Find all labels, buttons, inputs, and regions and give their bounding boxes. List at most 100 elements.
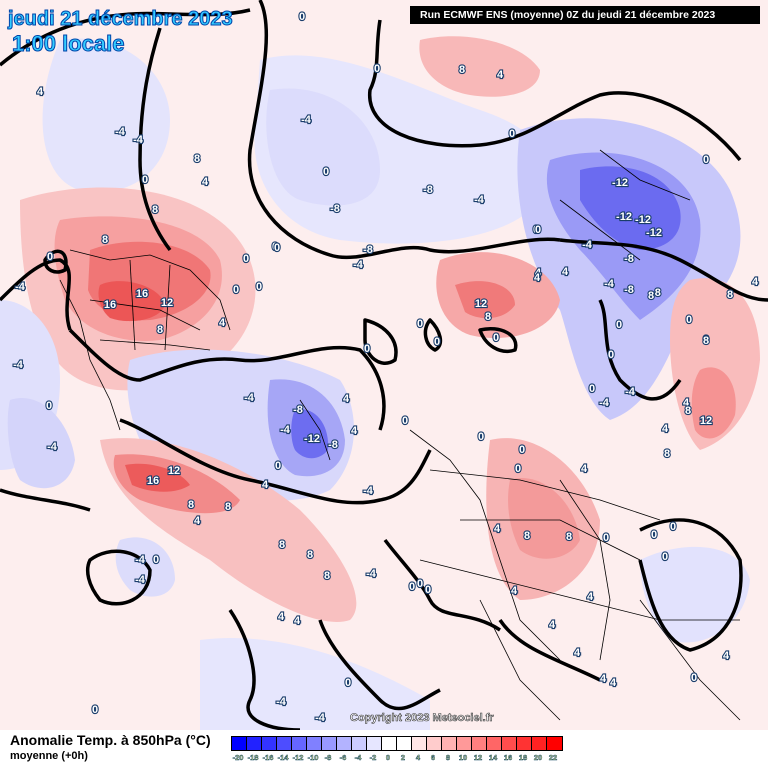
color-scale-cell (457, 737, 472, 750)
contour-label: 4 (752, 276, 759, 288)
color-scale-tick-label: -4 (354, 753, 362, 763)
color-scale-cell (262, 737, 277, 750)
color-scale-tick-label: -6 (339, 753, 347, 763)
valid-time: 1:00 locale (12, 31, 126, 56)
contour-label: 8 (685, 405, 691, 417)
contour-label: 8 (194, 153, 200, 165)
contour-label: 0 (92, 704, 98, 716)
contour-label: 4 (683, 397, 690, 409)
contour-label: 8 (524, 530, 530, 542)
contour-label: 0 (374, 63, 380, 75)
contour-label: 4 (351, 425, 358, 437)
contour-label: -4 (15, 281, 26, 293)
contour-label: 0 (533, 224, 539, 236)
color-scale-ticks: -20 -18 -16 -14 -12 -10 -8 -6 -4 -2 0 2 4 6 8 10 12 14 16 1… (231, 753, 571, 765)
contour-label: -4 (363, 485, 374, 497)
contour-label: 4 (600, 673, 607, 685)
contour-label: 4 (562, 266, 569, 278)
color-scale-tick-label: 6 (430, 753, 436, 763)
contour-label: 0 (662, 551, 668, 563)
contour-label: 0 (651, 529, 657, 541)
contour-label: -12 (304, 433, 320, 445)
contour-label: 4 (202, 176, 209, 188)
contour-label: 8 (307, 549, 313, 561)
contour-label: -4 (280, 424, 291, 436)
contour-label: 8 (279, 539, 285, 551)
contour-label: 8 (664, 448, 670, 460)
color-scale-tick-label: -20 (232, 753, 244, 763)
contour-label: -4 (13, 359, 24, 371)
contour-label: 16 (104, 299, 116, 311)
contour-label: 0 (519, 444, 525, 456)
contour-label: -4 (625, 386, 636, 398)
color-scale-cell (427, 737, 442, 750)
valid-date: jeudi 21 décembre 2023 (8, 8, 234, 31)
contour-label: 0 (691, 672, 697, 684)
contour-label: -8 (328, 439, 338, 451)
contour-label: -12 (646, 227, 662, 239)
contour-label: 4 (662, 423, 669, 435)
contour-label: 4 (535, 267, 542, 279)
color-scale-cell (247, 737, 262, 750)
color-scale-tick-label: 2 (400, 753, 406, 763)
contour-label: 0 (703, 334, 709, 346)
contour-label: 0 (589, 383, 595, 395)
contour-label: 0 (434, 336, 440, 348)
contour-label: 8 (157, 324, 163, 336)
contour-label: 0 (272, 241, 278, 253)
contour-label: 8 (324, 570, 330, 582)
contour-label: 0 (478, 431, 484, 443)
contour-label: -4 (276, 696, 287, 708)
contour-label: 4 (723, 650, 730, 662)
contour-label: 12 (700, 415, 712, 427)
legend-title: Anomalie Temp. à 850hPa (°C) (10, 732, 211, 748)
contour-label: 8 (102, 234, 108, 246)
contour-label: 0 (233, 284, 239, 296)
color-scale-cell (352, 737, 367, 750)
contour-label: 0 (345, 677, 351, 689)
contour-label: -4 (133, 134, 144, 146)
contour-label: 8 (485, 311, 491, 323)
color-scale-cell (487, 737, 502, 750)
contour-label: 0 (364, 343, 370, 355)
contour-label: 0 (142, 174, 148, 186)
contour-label: 4 (610, 677, 617, 689)
contour-label: 12 (168, 465, 180, 477)
contour-label: 0 (47, 251, 53, 263)
contour-label: -8 (651, 287, 661, 299)
color-scale-tick-label: 8 (445, 753, 451, 763)
contour-label: -4 (135, 554, 146, 566)
color-scale-cell (412, 737, 427, 750)
copyright-notice: Copyright 2023 Meteociel.fr (350, 712, 494, 725)
color-scale-cell (292, 737, 307, 750)
contour-label: 0 (493, 332, 499, 344)
color-scale-tick-label: 12 (473, 753, 483, 763)
contour-label: -12 (612, 177, 628, 189)
contour-label: -4 (135, 574, 146, 586)
contour-label: -4 (315, 712, 326, 724)
contour-label: 0 (417, 578, 423, 590)
contour-label: 0 (299, 11, 305, 23)
contour-label: -12 (635, 214, 651, 226)
contour-label: -8 (624, 284, 634, 296)
contour-label: 4 (581, 463, 588, 475)
color-scale-tick-label: 20 (533, 753, 543, 763)
contour-label: -8 (293, 404, 303, 416)
run-info-banner: Run ECMWF ENS (moyenne) 0Z du jeudi 21 d… (410, 6, 760, 24)
contour-label: 8 (225, 501, 231, 513)
contour-label: 0 (515, 463, 521, 475)
contour-label: 8 (703, 335, 709, 347)
contour-label: 0 (616, 319, 622, 331)
contour-label: 4 (497, 69, 504, 81)
contour-label: 8 (152, 204, 158, 216)
contour-label: -4 (604, 278, 615, 290)
contour-label: -4 (582, 239, 593, 251)
contour-label: 4 (194, 515, 201, 527)
contour-label: 12 (161, 297, 173, 309)
color-scale-cell (307, 737, 322, 750)
contour-label: 4 (511, 585, 518, 597)
color-scale-tick-label: 22 (548, 753, 558, 763)
contour-label: 4 (494, 523, 501, 535)
